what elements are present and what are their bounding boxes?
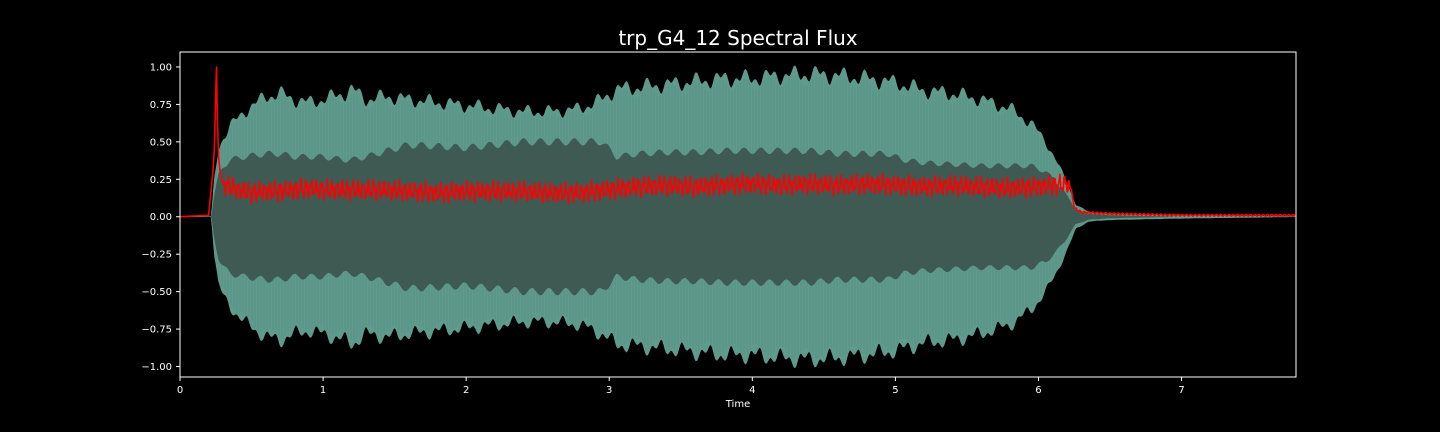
x-axis-label: Time [725,399,750,410]
series-layer [180,66,1297,218]
x-tick-label: 4 [749,385,755,396]
x-tick-label: 5 [892,385,898,396]
y-axis: 1.00 0.75 0.50 0.25 0.00 −0.25 −0.50 −0.75 −1.00 [141,62,180,373]
y-tick-label: 0.25 [150,175,172,186]
y-tick-label: 0.75 [150,100,172,111]
y-tick-label: −1.00 [141,362,172,373]
series-line-spectral-flux [180,66,1297,218]
x-axis: 0 1 2 3 4 5 6 7 [177,377,1185,396]
x-tick-label: 2 [463,385,469,396]
chart-title: trp_G4_12 Spectral Flux [618,26,858,50]
y-tick-label: 1.00 [150,62,172,73]
x-tick-label: 7 [1178,385,1184,396]
waveform-inner [180,138,1296,296]
y-tick-label: −0.75 [141,325,172,336]
waveform-layer [180,65,1297,369]
plot-frame [179,51,1297,378]
y-tick-label: 0.00 [150,212,172,223]
x-tick-label: 3 [606,385,612,396]
y-tick-label: 0.50 [150,137,172,148]
x-tick-label: 0 [177,385,183,396]
y-tick-label: −0.50 [141,287,172,298]
y-tick-label: −0.25 [141,250,172,261]
x-tick-label: 1 [320,385,326,396]
x-tick-label: 6 [1035,385,1041,396]
